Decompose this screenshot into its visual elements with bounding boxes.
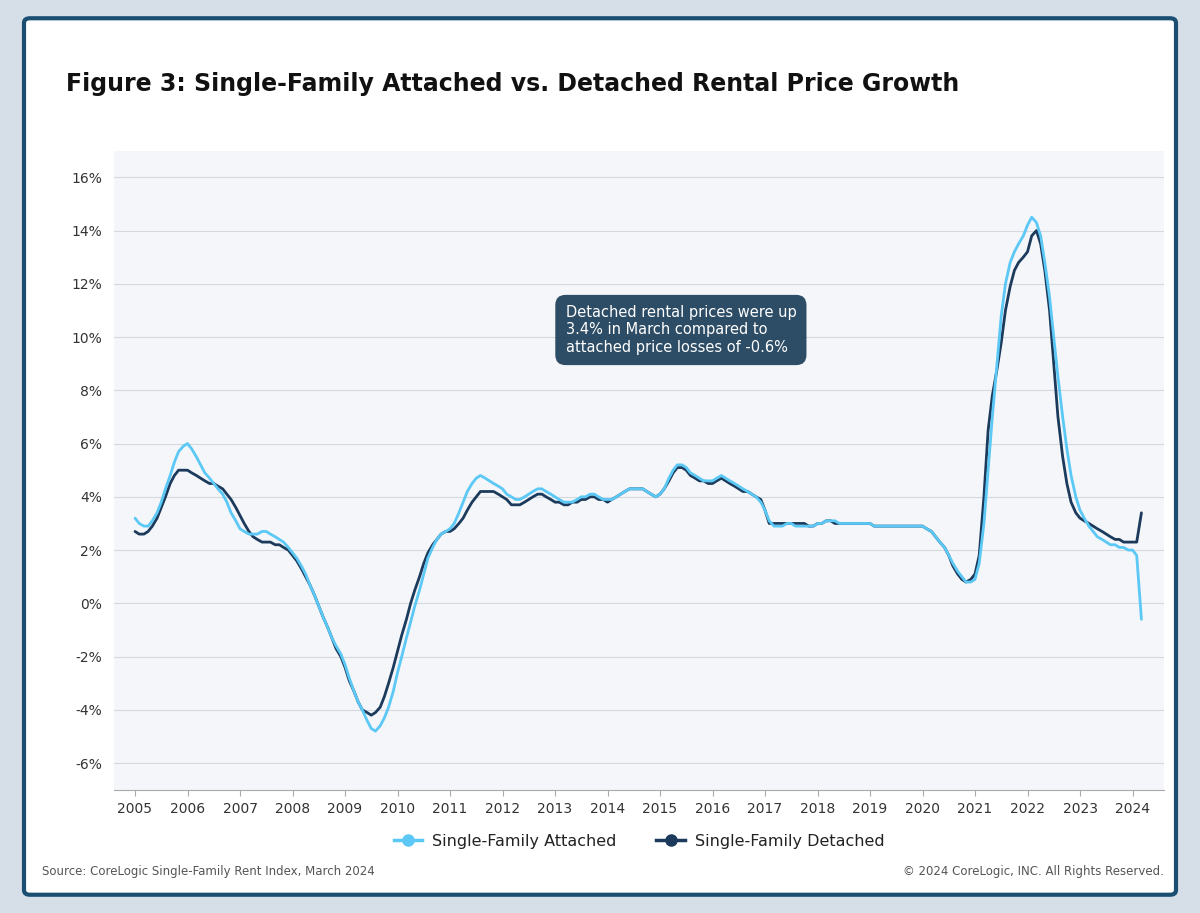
- Text: © 2024 CoreLogic, INC. All Rights Reserved.: © 2024 CoreLogic, INC. All Rights Reserv…: [904, 866, 1164, 878]
- Text: Figure 3: Single-Family Attached vs. Detached Rental Price Growth: Figure 3: Single-Family Attached vs. Det…: [66, 72, 959, 96]
- Text: Source: CoreLogic Single-Family Rent Index, March 2024: Source: CoreLogic Single-Family Rent Ind…: [42, 866, 374, 878]
- Text: Detached rental prices were up
3.4% in March compared to
attached price losses o: Detached rental prices were up 3.4% in M…: [565, 305, 797, 355]
- Legend: Single-Family Attached, Single-Family Detached: Single-Family Attached, Single-Family De…: [388, 827, 890, 855]
